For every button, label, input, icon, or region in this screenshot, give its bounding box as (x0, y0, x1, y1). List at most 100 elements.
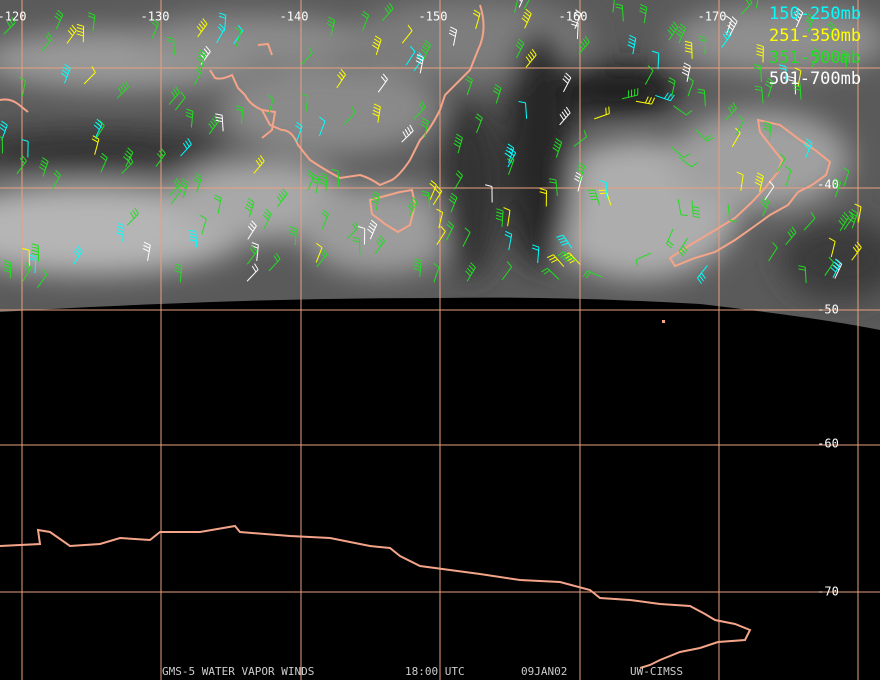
barb-shaft (725, 19, 733, 36)
wind-barbs (0, 0, 862, 288)
barb-flag (753, 64, 761, 67)
barb-flag (244, 207, 252, 212)
barb-flag (31, 246, 39, 250)
barb-flag (670, 94, 675, 101)
barb-flag (409, 124, 414, 132)
barb-shaft (445, 225, 455, 241)
barb-flag (331, 168, 339, 172)
barb-flag (768, 180, 775, 187)
barb-shaft (644, 70, 654, 85)
barb-flag (93, 124, 100, 130)
barb-flag (628, 41, 635, 46)
wind-barb (501, 261, 513, 281)
labels: -120 -130 -140 -150 -160 -170 -40 -50 -60 -70 150-… (0, 4, 861, 678)
barb-flag (448, 32, 456, 37)
barb-shaft (562, 234, 573, 249)
barb-flag (311, 180, 318, 185)
barb-flag (379, 235, 386, 242)
barb-flag (522, 14, 529, 20)
barb-shaft (452, 29, 458, 46)
barb-flag (196, 25, 202, 33)
barb-flag (754, 85, 762, 88)
wind-barb (655, 92, 675, 102)
barb-flag (766, 80, 773, 86)
wind-barb (666, 228, 674, 249)
barb-flag (185, 140, 190, 147)
wind-barb (301, 93, 309, 113)
barb-flag (635, 259, 639, 267)
latitude-label: -60 (817, 437, 839, 451)
barb-flag (374, 35, 382, 41)
barb-shaft (587, 270, 603, 278)
latitude-label: -40 (817, 178, 839, 192)
wind-barb (213, 194, 222, 214)
wind-barb (343, 106, 356, 125)
barb-shaft (731, 132, 741, 147)
barb-shaft (405, 51, 416, 66)
barb-shaft (235, 30, 242, 47)
wind-barb (216, 23, 225, 44)
wind-barb (587, 189, 601, 206)
barb-flag (411, 197, 418, 203)
barb-shaft (296, 126, 303, 142)
barb-flag (529, 51, 535, 58)
barb-flag (128, 155, 134, 163)
barb-shaft (727, 204, 731, 221)
barb-flag (527, 53, 533, 61)
wind-barb (556, 234, 573, 249)
barb-flag (372, 190, 380, 195)
wind-barb (235, 105, 244, 125)
barb-flag (494, 84, 502, 89)
barb-flag (3, 260, 11, 263)
wind-barb (174, 263, 183, 283)
barb-flag (832, 183, 839, 189)
barb-flag (778, 67, 787, 71)
barb-flag (647, 65, 654, 71)
barb-flag (55, 169, 61, 176)
barb-flag (840, 217, 846, 224)
wind-barb (503, 207, 511, 227)
barb-flag (289, 226, 297, 230)
barb-shaft (577, 175, 583, 192)
barb-flag (794, 67, 802, 72)
wind-barb (627, 34, 637, 55)
barb-shaft (377, 106, 381, 123)
barb-flag (732, 102, 737, 109)
barb-flag (311, 177, 319, 181)
barb-flag (687, 76, 694, 82)
barb-flag (357, 226, 365, 229)
barb-flag (575, 171, 583, 177)
wind-barb (756, 44, 764, 63)
wind-barb (93, 118, 103, 139)
barb-flag (666, 243, 673, 249)
barb-shaft (785, 169, 792, 186)
barb-flag (371, 197, 379, 202)
barb-flag (407, 24, 413, 31)
wind-barb (557, 251, 577, 263)
wind-barb (316, 248, 328, 268)
barb-flag (295, 124, 302, 130)
barb-flag (841, 214, 848, 221)
wind-barb (233, 25, 244, 45)
barb-shaft (37, 274, 48, 288)
barb-flag (806, 138, 813, 144)
barb-shaft (621, 94, 638, 100)
wind-barb (755, 0, 759, 9)
barb-flag (788, 76, 796, 79)
wind-barb (778, 64, 787, 83)
barb-flag (203, 48, 209, 55)
barb-flag (557, 237, 565, 241)
barb-flag (60, 72, 68, 78)
wind-barb (518, 0, 524, 8)
wind-barb (193, 172, 203, 193)
barb-flag (730, 104, 735, 112)
wind-barb (697, 265, 708, 284)
barb-flag (736, 171, 744, 176)
barb-shaft (666, 228, 674, 244)
wind-barb (196, 18, 208, 38)
barb-shaft (767, 81, 774, 98)
barb-flag (814, 47, 820, 54)
wind-barb (352, 236, 361, 255)
wind-barb (185, 108, 194, 128)
